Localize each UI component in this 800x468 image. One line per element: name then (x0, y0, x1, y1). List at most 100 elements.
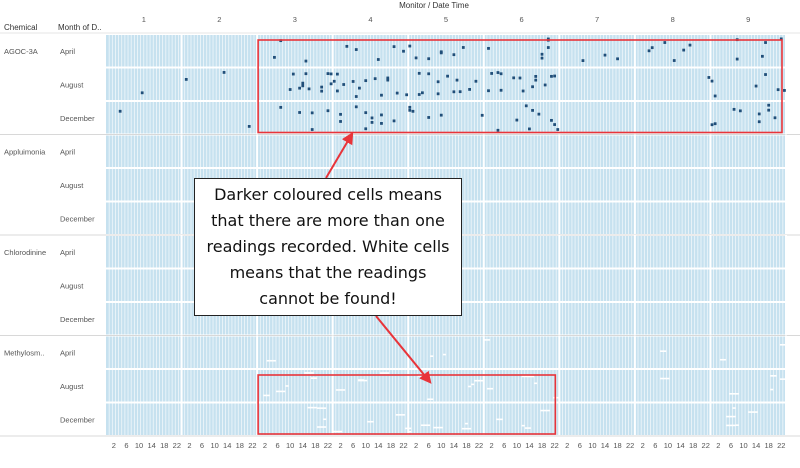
white-cell (332, 430, 343, 433)
white-cell (474, 379, 484, 382)
monitor-label: 1 (142, 15, 146, 24)
hour-tick-label: 10 (664, 441, 672, 450)
white-cell (335, 389, 346, 391)
dark-cell (534, 78, 538, 82)
hour-tick-label: 6 (351, 441, 355, 450)
dark-cell (760, 54, 764, 58)
dark-cell (550, 118, 553, 122)
monitor-label: 2 (217, 15, 221, 24)
white-cell (770, 388, 774, 391)
dark-cell (540, 52, 544, 56)
dark-cell (553, 123, 557, 126)
dark-cell (335, 89, 339, 93)
white-cell (357, 379, 368, 382)
dark-cell (672, 59, 676, 62)
dark-cell (710, 123, 714, 127)
dark-cell (395, 91, 399, 95)
hour-tick-label: 10 (513, 441, 521, 450)
dark-cell (420, 91, 424, 95)
hour-tick-label: 22 (173, 441, 181, 450)
white-cell (408, 430, 412, 433)
chemical-label: Appluimonia (4, 147, 46, 156)
dark-cell (767, 108, 771, 112)
dark-cell (320, 89, 324, 93)
white-cell (430, 355, 434, 357)
dark-cell (757, 120, 761, 124)
white-cell (471, 383, 475, 386)
dark-cell (713, 122, 717, 126)
dark-cell (364, 79, 368, 83)
dark-cell (461, 46, 465, 49)
dark-cell (310, 128, 314, 131)
dark-cell (556, 128, 560, 131)
dark-cell (345, 44, 349, 48)
dark-cell (581, 59, 585, 62)
hour-tick-label: 2 (187, 441, 191, 450)
monitor-label: 9 (746, 15, 750, 24)
dark-cell (616, 57, 619, 61)
dark-cell (487, 89, 490, 93)
dark-cell (380, 93, 383, 97)
dark-cell (408, 105, 412, 109)
top-axis-title: Monitor / Date Time (399, 1, 469, 10)
white-cell (524, 427, 531, 429)
dark-cell (279, 105, 283, 109)
white-cell (276, 390, 286, 393)
hour-tick-label: 10 (362, 441, 370, 450)
dark-cell (707, 76, 711, 79)
white-cell (367, 420, 374, 423)
hour-tick-label: 14 (147, 441, 155, 450)
white-cell (464, 422, 469, 425)
hour-tick-label: 18 (765, 441, 773, 450)
dark-cell (647, 49, 651, 53)
dark-cell (335, 72, 339, 76)
dark-cell (386, 78, 390, 82)
dark-cell (439, 50, 443, 54)
white-cell (304, 372, 314, 374)
dark-cell (550, 74, 553, 78)
white-cell (527, 375, 535, 378)
white-cell (729, 393, 739, 395)
dark-cell (543, 83, 547, 87)
hour-tick-label: 14 (299, 441, 307, 450)
white-cell (770, 375, 777, 377)
white-cell (483, 339, 491, 341)
white-cell (307, 406, 317, 409)
dark-cell (370, 116, 374, 120)
dark-cell (411, 109, 415, 113)
dark-cell (380, 122, 383, 125)
dark-cell (354, 95, 358, 98)
white-cell (719, 358, 727, 361)
arrow-up (325, 131, 354, 179)
month-label: August (60, 382, 84, 391)
dark-cell (408, 44, 412, 48)
white-cell (395, 414, 406, 416)
dark-cell (553, 74, 557, 78)
dark-cell (140, 91, 144, 95)
white-cell (263, 394, 270, 397)
white-cell (534, 382, 538, 385)
dark-cell (417, 93, 421, 96)
hour-tick-label: 2 (716, 441, 720, 450)
white-cell (521, 375, 528, 378)
month-label: December (60, 114, 95, 123)
dark-cell (304, 59, 308, 63)
hour-tick-label: 22 (399, 441, 407, 450)
dark-cell (499, 88, 503, 92)
white-cell (468, 385, 472, 388)
hour-tick-label: 2 (338, 441, 342, 450)
dark-cell (480, 113, 484, 117)
white-cell (521, 424, 525, 427)
monitor-label: 7 (595, 15, 599, 24)
dark-cell (342, 83, 346, 86)
dark-cell (496, 128, 500, 132)
dark-cell (496, 71, 500, 74)
chemical-label: AGOC-3A (4, 47, 38, 56)
hour-tick-label: 6 (578, 441, 582, 450)
dark-cell (405, 93, 409, 97)
annotation-text: Darker coloured cells means that there a… (206, 185, 450, 308)
dark-cell (184, 78, 188, 81)
column-header-month: Month of D.. (58, 23, 102, 32)
dark-cell (732, 107, 736, 111)
dark-cell (650, 46, 654, 50)
